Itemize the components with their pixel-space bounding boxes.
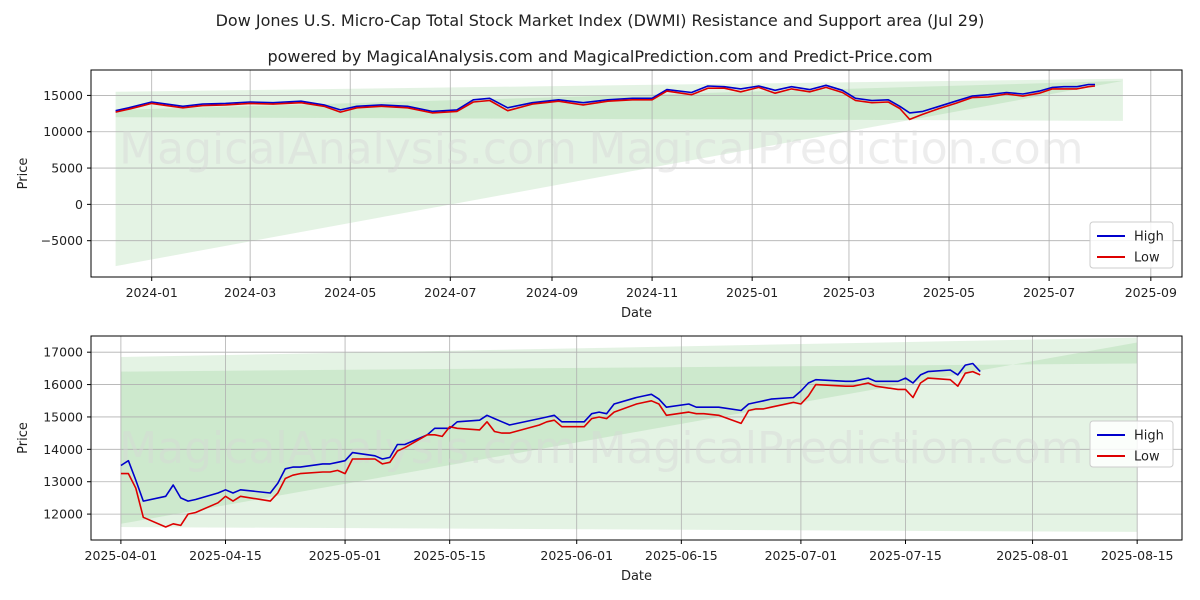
top-chart-panel: MagicalAnalysis.com MagicalPrediction.com… — [16, 69, 1183, 321]
y-tick-label: 14000 — [43, 442, 83, 457]
watermark: MagicalPrediction.com — [589, 423, 1084, 474]
band-outer — [120, 337, 1138, 532]
y-tick-label: 15000 — [43, 409, 83, 424]
legend-label-high: High — [1134, 429, 1164, 444]
series-low-line — [120, 370, 981, 528]
x-tick-label: 2024-11 — [626, 285, 678, 300]
x-tick-label: 2024-07 — [424, 285, 476, 300]
x-tick-label: 2025-07 — [1023, 285, 1075, 300]
legend-label-low: Low — [1134, 251, 1160, 266]
series-high-line — [115, 83, 1095, 114]
y-tick-label: 16000 — [43, 377, 83, 392]
plot-area: MagicalAnalysis.com MagicalPrediction.com — [91, 70, 1182, 277]
legend-label-low: Low — [1134, 450, 1160, 465]
series-low-line — [115, 85, 1096, 121]
y-tick-label: 17000 — [43, 345, 83, 360]
x-tick-label: 2024-03 — [224, 285, 276, 300]
x-tick-label: 2025-08-01 — [996, 548, 1069, 563]
band-outer — [115, 78, 1123, 267]
axes-frame — [90, 335, 1183, 541]
chart-title: Dow Jones U.S. Micro-Cap Total Stock Mar… — [216, 11, 985, 30]
x-tick-label: 2025-05-01 — [309, 548, 382, 563]
y-tick-label: 5000 — [51, 161, 83, 176]
x-tick-label: 2025-06-15 — [645, 548, 718, 563]
series-high-line — [120, 362, 981, 502]
legend: High Low — [1089, 420, 1174, 468]
watermark: MagicalAnalysis.com — [119, 124, 577, 175]
watermark: MagicalPrediction.com — [589, 124, 1084, 175]
legend-label-high: High — [1134, 230, 1164, 245]
x-tick-label: 2025-05-15 — [413, 548, 486, 563]
x-axis-label: Date — [621, 306, 652, 321]
bottom-chart-panel: MagicalAnalysis.com MagicalPrediction.com… — [16, 335, 1183, 584]
y-tick-label: 10000 — [43, 124, 83, 139]
x-tick-label: 2024-05 — [324, 285, 376, 300]
x-tick-label: 2024-01 — [126, 285, 178, 300]
x-tick-label: 2025-04-01 — [85, 548, 158, 563]
y-tick-label: 0 — [75, 197, 83, 212]
x-tick-label: 2024-09 — [526, 285, 578, 300]
x-tick-label: 2025-05 — [923, 285, 975, 300]
axes-frame — [90, 69, 1183, 278]
legend: High Low — [1089, 221, 1174, 269]
x-tick-label: 2025-03 — [823, 285, 875, 300]
y-tick-label: 15000 — [43, 88, 83, 103]
y-tick-label: 13000 — [43, 474, 83, 489]
y-axis-label: Price — [16, 158, 31, 190]
x-tick-label: 2025-07-15 — [869, 548, 942, 563]
watermark: MagicalAnalysis.com — [119, 423, 577, 474]
x-tick-label: 2025-08-15 — [1101, 548, 1174, 563]
x-tick-label: 2025-04-15 — [189, 548, 262, 563]
x-tick-label: 2025-01 — [726, 285, 778, 300]
chart-subtitle: powered by MagicalAnalysis.com and Magic… — [267, 47, 932, 66]
plot-area: MagicalAnalysis.com MagicalPrediction.com — [91, 336, 1182, 540]
y-tick-label: 12000 — [43, 507, 83, 522]
x-tick-label: 2025-07-01 — [765, 548, 838, 563]
x-axis-label: Date — [621, 569, 652, 584]
y-tick-label: −5000 — [41, 233, 83, 248]
x-tick-label: 2025-06-01 — [540, 548, 613, 563]
x-tick-label: 2025-09 — [1125, 285, 1177, 300]
y-axis-label: Price — [16, 422, 31, 454]
